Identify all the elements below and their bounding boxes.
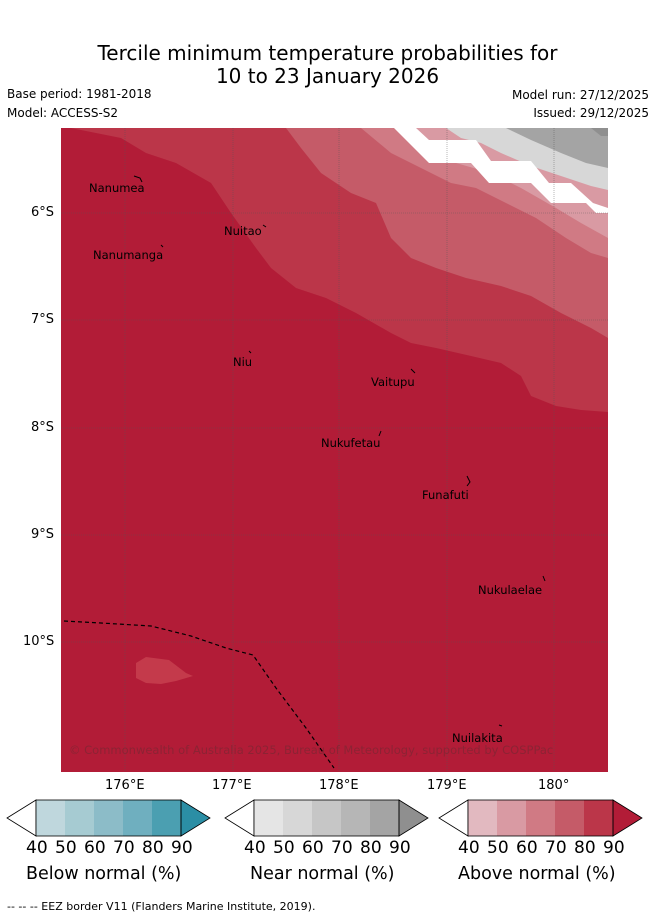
colorbar-near — [224, 799, 429, 837]
title-line-1: Tercile minimum temperature probabilitie… — [97, 41, 558, 65]
colorbars — [6, 799, 643, 837]
colorbar-near-cell — [254, 800, 283, 836]
above-80-patch — [136, 657, 193, 684]
place-labels: Nanumea Nuitao Nanumanga Niu Vaitupu Nuk… — [89, 181, 542, 745]
colorbar-below-cell — [65, 800, 94, 836]
colorbar-below-cell — [36, 800, 65, 836]
colorbar-tick: 90 — [171, 838, 193, 858]
lat-label: 7°S — [31, 312, 55, 327]
colorbar-above-cell — [526, 800, 555, 836]
near-60-region — [506, 128, 608, 168]
colorbar-tick: 40 — [458, 838, 480, 858]
colorbar-tick: 70 — [113, 838, 135, 858]
colorbar-below-cell — [152, 800, 181, 836]
lon-label: 178°E — [319, 778, 359, 793]
colorbar-near-max-arrow — [398, 799, 429, 837]
lon-label: 179°E — [427, 778, 467, 793]
map-panel[interactable]: Nanumea Nuitao Nanumanga Niu Vaitupu Nuk… — [61, 128, 608, 772]
colorbar-below-cell — [94, 800, 123, 836]
colorbar-title-above: Above normal (%) — [458, 864, 616, 884]
colorbar-tick: 60 — [302, 838, 324, 858]
colorbar-above-max-arrow — [612, 799, 643, 837]
lat-label: 10°S — [23, 634, 55, 649]
place-label: Nanumea — [89, 181, 145, 195]
colorbar-above — [438, 799, 643, 837]
map-svg: Nanumea Nuitao Nanumanga Niu Vaitupu Nuk… — [61, 128, 608, 772]
lat-label: 8°S — [31, 420, 55, 435]
eez-footnote: -- -- -- EEZ border V11 (Flanders Marine… — [7, 900, 316, 913]
colorbar-tick: 40 — [26, 838, 48, 858]
niu-island — [248, 350, 252, 354]
nukulaelae-island — [542, 575, 546, 582]
lon-label: 176°E — [105, 778, 145, 793]
colorbar-tick: 50 — [487, 838, 509, 858]
place-label: Vaitupu — [371, 375, 415, 389]
nukufetau-island — [378, 430, 382, 437]
nuitao-island — [262, 224, 267, 228]
colorbar-below — [6, 799, 211, 837]
colorbar-above-cell — [584, 800, 613, 836]
colorbar-near-cell — [341, 800, 370, 836]
lat-label: 6°S — [31, 205, 55, 220]
place-label: Nukulaelae — [478, 583, 542, 597]
model-name: Model: ACCESS-S2 — [7, 106, 119, 120]
colorbar-tick: 60 — [84, 838, 106, 858]
colorbar-below-min-arrow — [6, 799, 37, 837]
colorbar-near-cell — [370, 800, 399, 836]
colorbar-near-cell — [283, 800, 312, 836]
colorbar-above-cell — [468, 800, 497, 836]
nanumea-island — [133, 175, 143, 183]
colorbar-tick: 80 — [360, 838, 382, 858]
base-period: Base period: 1981-2018 — [7, 87, 152, 101]
colorbar-tick: 60 — [516, 838, 538, 858]
issued-date: Issued: 29/12/2025 — [533, 106, 649, 120]
colorbar-tick: 50 — [55, 838, 77, 858]
colorbar-tick: 40 — [244, 838, 266, 858]
colorbar-near-min-arrow — [224, 799, 255, 837]
colorbar-above-min-arrow — [438, 799, 469, 837]
colorbar-tick: 90 — [603, 838, 625, 858]
eez-border — [63, 620, 335, 769]
funafuti-island — [466, 475, 471, 487]
islands — [133, 175, 546, 727]
place-label: Nuitao — [224, 224, 262, 238]
colorbar-near-cell — [312, 800, 341, 836]
colorbar-below-max-arrow — [180, 799, 211, 837]
place-label: Niu — [233, 355, 252, 369]
colorbar-tick: 70 — [331, 838, 353, 858]
place-label: Nuilakita — [452, 731, 503, 745]
copyright: © Commonwealth of Australia 2025, Bureau… — [69, 743, 553, 757]
place-label: Nukufetau — [321, 436, 380, 450]
near-70-region — [591, 128, 608, 136]
nanumanga-island — [160, 244, 164, 248]
vaitupu-island — [410, 368, 416, 374]
colorbar-tick: 90 — [389, 838, 411, 858]
colorbar-tick: 80 — [574, 838, 596, 858]
colorbar-above-cell — [497, 800, 526, 836]
nuilakita-island — [498, 724, 503, 727]
model-run: Model run: 27/12/2025 — [511, 88, 649, 102]
lon-label: 177°E — [212, 778, 252, 793]
colorbar-title-below: Below normal (%) — [26, 864, 182, 884]
colorbar-tick: 80 — [142, 838, 164, 858]
colorbar-title-near: Near normal (%) — [250, 864, 395, 884]
place-label: Nanumanga — [93, 248, 163, 262]
colorbar-tick: 70 — [545, 838, 567, 858]
colorbar-below-cell — [123, 800, 152, 836]
place-label: Funafuti — [422, 488, 469, 502]
title-line-2: 10 to 23 January 2026 — [215, 64, 440, 88]
lat-label: 9°S — [31, 527, 55, 542]
no-dominant-strip — [394, 128, 608, 213]
colorbar-tick: 50 — [273, 838, 295, 858]
colorbar-above-cell — [555, 800, 584, 836]
lon-label: 180° — [538, 778, 570, 793]
graticule — [61, 128, 608, 772]
